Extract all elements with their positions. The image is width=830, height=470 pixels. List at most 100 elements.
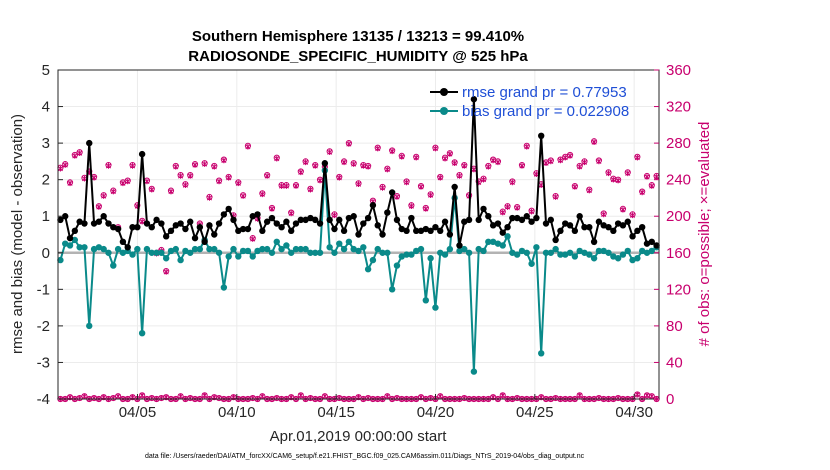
rmse-point bbox=[302, 216, 309, 224]
rmse-point bbox=[105, 220, 112, 227]
chart-title: Southern Hemisphere 13135 / 13213 = 99.4… bbox=[192, 28, 524, 45]
y-tick-label: 0 bbox=[42, 245, 50, 262]
obs-high-evaluated bbox=[432, 145, 438, 152]
obs-high-evaluated bbox=[351, 161, 357, 167]
bias-point bbox=[581, 249, 588, 256]
rmse-point bbox=[489, 222, 497, 229]
bias-point bbox=[542, 249, 550, 256]
y-tick-label: -2 bbox=[37, 318, 50, 335]
obs-high-evaluated bbox=[178, 173, 184, 179]
rmse-point bbox=[374, 222, 381, 229]
rmse-point bbox=[441, 218, 449, 225]
obs-low-evaluated bbox=[615, 395, 621, 401]
obs-high-evaluated bbox=[625, 170, 631, 177]
bias-point bbox=[586, 251, 593, 258]
bias-point bbox=[138, 330, 146, 337]
bias-point bbox=[129, 251, 136, 258]
rmse-point bbox=[518, 216, 526, 224]
bias-point bbox=[326, 244, 333, 251]
rmse-point bbox=[283, 218, 290, 225]
x-tick-label: 04/15 bbox=[317, 404, 355, 421]
rmse-point bbox=[586, 223, 593, 231]
x-axis: 04/05 04/10 04/15 04/20 04/25 04/30 bbox=[119, 394, 653, 421]
bias-point bbox=[513, 251, 521, 258]
obs-high-evaluated bbox=[529, 208, 535, 215]
bias-point bbox=[254, 247, 261, 255]
obs-low-evaluated bbox=[307, 395, 313, 401]
rmse-point bbox=[244, 225, 252, 233]
rmse-point bbox=[398, 225, 405, 233]
obs-high-evaluated bbox=[274, 155, 280, 162]
rmse-point bbox=[648, 238, 655, 246]
obs-low-evaluated bbox=[115, 393, 121, 400]
y-right-tick-label: 360 bbox=[666, 62, 691, 79]
obs-low-evaluated bbox=[149, 395, 155, 401]
x-tick-label: 04/05 bbox=[119, 404, 157, 421]
rmse-point bbox=[384, 209, 391, 216]
rmse-point bbox=[456, 242, 463, 249]
bias-point bbox=[292, 245, 300, 253]
bias-point bbox=[446, 245, 454, 253]
obs-low-evaluated bbox=[394, 395, 400, 401]
bias-point bbox=[114, 245, 122, 253]
rmse-point bbox=[494, 220, 502, 227]
obs-low-evaluated bbox=[81, 393, 87, 400]
bias-point bbox=[480, 247, 487, 255]
obs-high-evaluated bbox=[630, 212, 636, 219]
obs-high-evaluated bbox=[634, 154, 640, 161]
bias-point bbox=[465, 249, 473, 256]
obs-high-evaluated bbox=[514, 205, 520, 211]
obs-low-evaluated bbox=[634, 391, 640, 398]
rmse-point bbox=[153, 216, 160, 224]
bias-point bbox=[590, 255, 598, 262]
rmse-point bbox=[167, 227, 175, 235]
obs-high-evaluated bbox=[182, 182, 188, 188]
obs-low-evaluated bbox=[178, 393, 184, 400]
bias-point bbox=[162, 255, 170, 262]
obs-high-evaluated bbox=[408, 203, 414, 209]
obs-high-evaluated bbox=[480, 176, 487, 183]
obs-low-evaluated bbox=[649, 393, 655, 400]
obs-high-evaluated bbox=[586, 187, 592, 194]
bias-point bbox=[57, 256, 64, 264]
obs-high-evaluated bbox=[202, 161, 208, 167]
obs-high-evaluated bbox=[283, 183, 289, 189]
legend-bias-marker bbox=[440, 107, 448, 115]
obs-high-evaluated bbox=[57, 165, 63, 172]
rmse-point bbox=[201, 238, 208, 246]
bias-point bbox=[489, 238, 497, 246]
y-right-tick-label: 320 bbox=[666, 99, 691, 116]
obs-low-evaluated bbox=[644, 392, 650, 399]
rmse-point bbox=[504, 223, 511, 231]
obs-high-evaluated bbox=[601, 211, 607, 218]
obs-high-evaluated bbox=[644, 174, 650, 180]
bias-point bbox=[76, 244, 83, 251]
rmse-point bbox=[254, 211, 261, 218]
rmse-point bbox=[177, 220, 184, 227]
rmse-point bbox=[297, 216, 305, 224]
obs-high-evaluated bbox=[355, 181, 362, 188]
rmse-point bbox=[114, 225, 122, 233]
bias-point bbox=[538, 350, 545, 357]
obs-high-evaluated bbox=[384, 166, 390, 173]
obs-high-evaluated bbox=[77, 150, 83, 156]
rmse-point bbox=[422, 225, 430, 233]
rmse-point bbox=[465, 216, 473, 224]
bias-point bbox=[167, 247, 175, 255]
rmse-point bbox=[90, 220, 98, 227]
obs-low-evaluated bbox=[91, 395, 97, 401]
rmse-point bbox=[475, 216, 482, 224]
rmse-point bbox=[653, 242, 660, 249]
obs-high-evaluated bbox=[596, 158, 602, 165]
bias-point bbox=[239, 247, 247, 255]
obs-high-evaluated bbox=[456, 173, 463, 179]
rmse-point bbox=[187, 218, 194, 225]
rmse-point bbox=[576, 213, 583, 220]
bias-point bbox=[638, 247, 646, 255]
obs-high-evaluated bbox=[101, 193, 107, 199]
rmse-point bbox=[451, 183, 458, 191]
rmse-point bbox=[638, 223, 646, 231]
y-tick-label: 2 bbox=[42, 172, 50, 189]
bias-point bbox=[90, 245, 98, 253]
obs-high-evaluated bbox=[418, 184, 424, 190]
